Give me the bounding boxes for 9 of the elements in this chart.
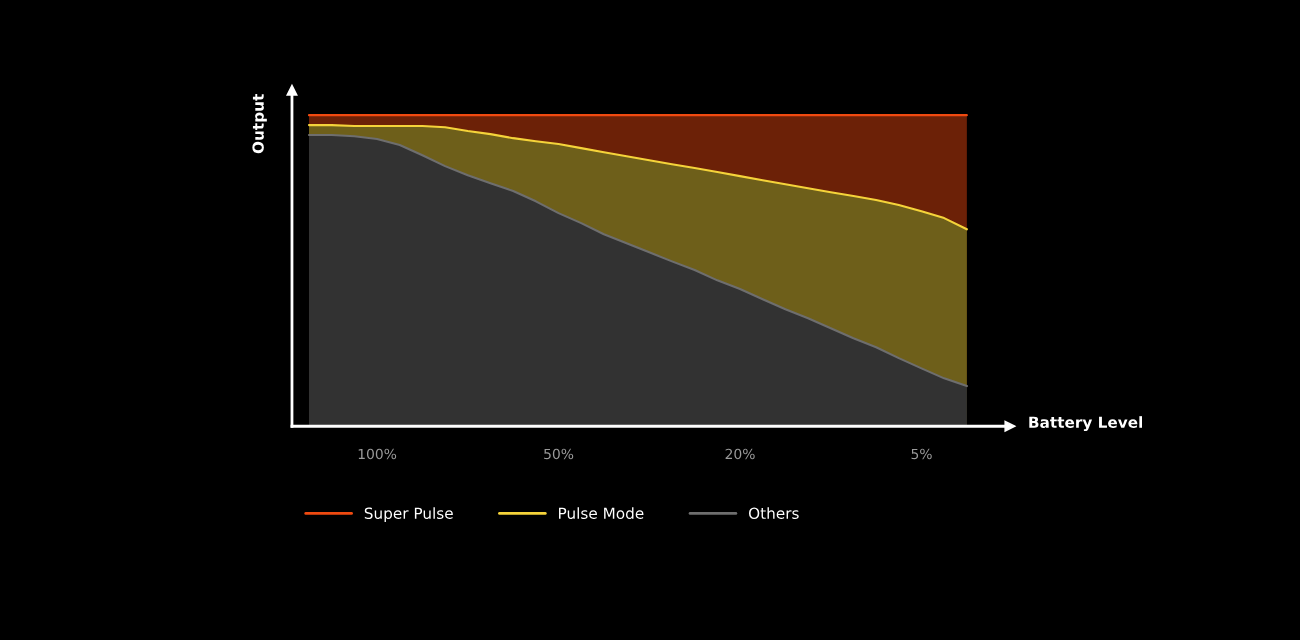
x-tick-label: 20% [725,448,755,460]
x-tick-label: 100% [358,448,397,460]
x-tick-label: 50% [544,448,574,460]
legend-label: Super Pulse [364,507,453,522]
x-axis-title: Battery Level [1029,416,1143,432]
legend-label: Pulse Mode [559,507,644,520]
x-tick-label: 5% [911,448,932,460]
y-axis-title: Output [252,94,267,154]
legend-label: Others [748,507,799,520]
